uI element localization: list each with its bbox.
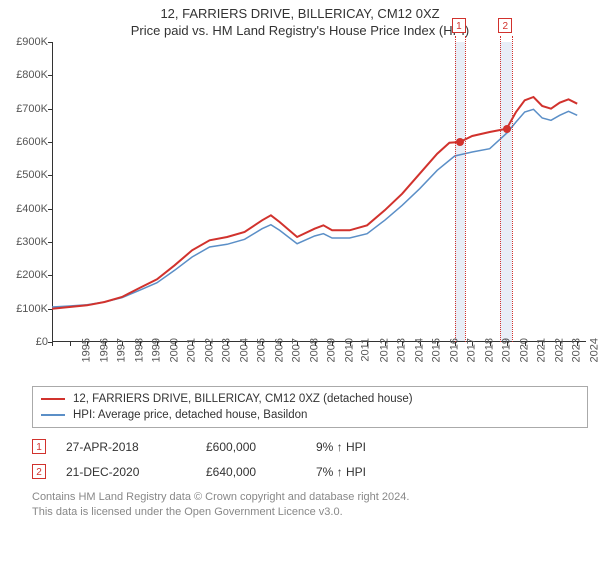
x-tick — [140, 342, 141, 346]
price-chart: £0£100K£200K£300K£400K£500K£600K£700K£80… — [52, 42, 586, 342]
y-tick — [48, 175, 52, 176]
legend-label: 12, FARRIERS DRIVE, BILLERICAY, CM12 0XZ… — [73, 393, 413, 405]
x-tick — [52, 342, 53, 346]
x-tick — [332, 342, 333, 346]
x-tick — [507, 342, 508, 346]
sale-row-delta: 9% ↑ HPI — [316, 440, 366, 454]
x-tick — [420, 342, 421, 346]
legend-item: HPI: Average price, detached house, Basi… — [41, 407, 579, 423]
x-tick — [402, 342, 403, 346]
y-axis-label: £0 — [36, 336, 48, 348]
legend-swatch — [41, 398, 65, 400]
x-tick — [297, 342, 298, 346]
sale-row-badge: 1 — [32, 439, 46, 454]
x-tick — [560, 342, 561, 346]
y-tick — [48, 209, 52, 210]
sale-band-edge — [465, 36, 466, 342]
x-tick — [175, 342, 176, 346]
y-tick — [48, 242, 52, 243]
sale-band-edge — [500, 36, 501, 342]
x-tick — [437, 342, 438, 346]
y-axis-label: £600K — [16, 136, 48, 148]
legend-swatch — [41, 414, 65, 416]
sale-badge: 1 — [452, 18, 466, 33]
x-tick — [122, 342, 123, 346]
x-tick — [315, 342, 316, 346]
x-tick — [105, 342, 106, 346]
x-tick — [577, 342, 578, 346]
y-tick — [48, 109, 52, 110]
legend-item: 12, FARRIERS DRIVE, BILLERICAY, CM12 0XZ… — [41, 391, 579, 407]
x-tick — [542, 342, 543, 346]
x-tick — [525, 342, 526, 346]
x-tick — [385, 342, 386, 346]
sale-band-edge — [455, 36, 456, 342]
sale-marker — [456, 138, 464, 146]
sale-badge: 2 — [498, 18, 512, 33]
legend-label: HPI: Average price, detached house, Basi… — [73, 409, 307, 421]
y-axis-label: £200K — [16, 269, 48, 281]
x-tick — [210, 342, 211, 346]
sale-band-edge — [512, 36, 513, 342]
y-tick — [48, 75, 52, 76]
sale-row-price: £640,000 — [206, 465, 296, 479]
x-tick — [472, 342, 473, 346]
x-tick — [192, 342, 193, 346]
y-axis-label: £800K — [16, 69, 48, 81]
x-axis-label: 2011 — [360, 338, 372, 362]
sale-row-delta: 7% ↑ HPI — [316, 465, 366, 479]
y-tick — [48, 309, 52, 310]
y-axis-label: £700K — [16, 103, 48, 115]
series-price_paid — [52, 97, 577, 309]
x-tick — [367, 342, 368, 346]
y-axis-label: £900K — [16, 36, 48, 48]
y-axis-label: £300K — [16, 236, 48, 248]
sale-row-date: 27-APR-2018 — [66, 440, 186, 454]
sale-row-price: £600,000 — [206, 440, 296, 454]
y-axis-label: £500K — [16, 169, 48, 181]
y-tick — [48, 275, 52, 276]
x-tick — [87, 342, 88, 346]
sale-row-badge: 2 — [32, 464, 46, 479]
x-tick — [245, 342, 246, 346]
x-tick — [280, 342, 281, 346]
x-tick — [157, 342, 158, 346]
y-tick — [48, 142, 52, 143]
y-axis-label: £100K — [16, 303, 48, 315]
legend: 12, FARRIERS DRIVE, BILLERICAY, CM12 0XZ… — [32, 386, 588, 428]
x-tick — [227, 342, 228, 346]
sale-row: 2 21-DEC-2020 £640,000 7% ↑ HPI — [32, 459, 588, 484]
x-tick — [455, 342, 456, 346]
x-tick — [350, 342, 351, 346]
series-hpi — [52, 109, 577, 307]
sales-table: 1 27-APR-2018 £600,000 9% ↑ HPI 2 21-DEC-2020… — [32, 434, 588, 484]
x-tick — [262, 342, 263, 346]
sale-row: 1 27-APR-2018 £600,000 9% ↑ HPI — [32, 434, 588, 459]
sale-row-date: 21-DEC-2020 — [66, 465, 186, 479]
x-axis-label: 2024 — [588, 338, 600, 362]
footnote-line: This data is licensed under the Open Gov… — [32, 505, 588, 520]
chart-lines — [52, 42, 586, 342]
footnote-line: Contains HM Land Registry data © Crown c… — [32, 490, 588, 505]
sale-marker — [503, 125, 511, 133]
footnote: Contains HM Land Registry data © Crown c… — [32, 490, 588, 520]
y-tick — [48, 42, 52, 43]
y-axis-label: £400K — [16, 203, 48, 215]
x-tick — [70, 342, 71, 346]
x-tick — [490, 342, 491, 346]
